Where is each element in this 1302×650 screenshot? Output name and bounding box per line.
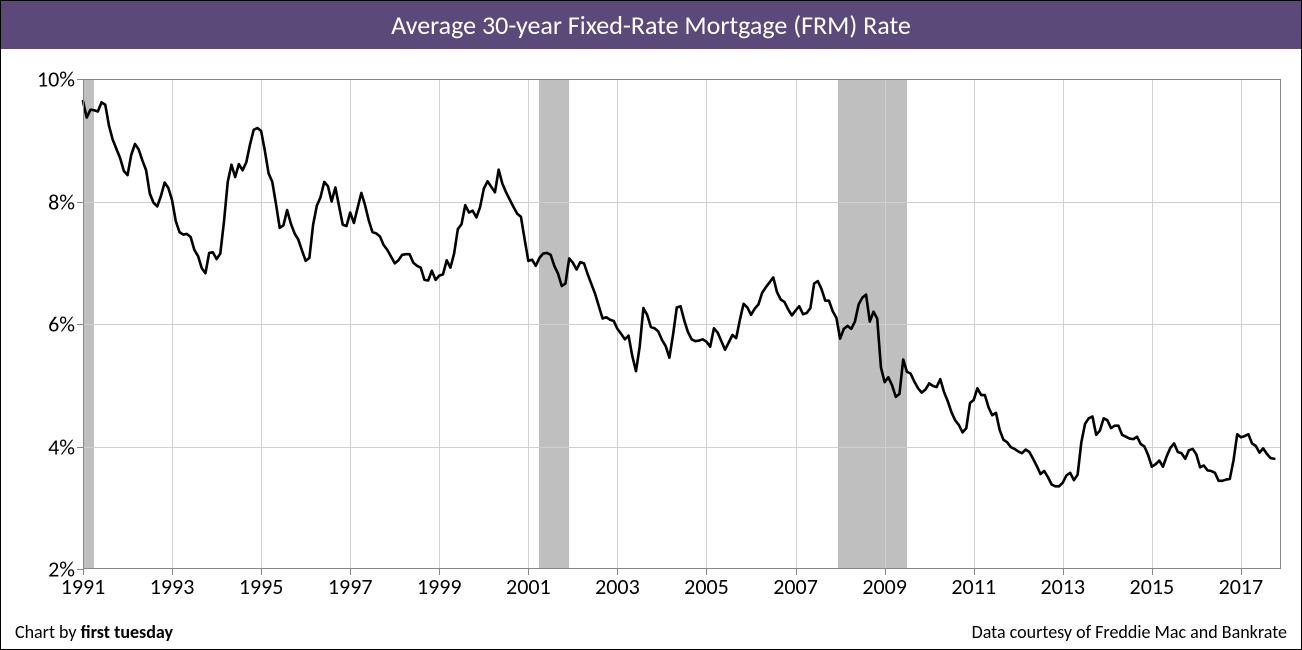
plot-region: 2%4%6%8%10% 1991199319951997199920012003… [83,79,1281,569]
x-tick-label: 2007 [773,569,818,600]
x-tick-label: 2017 [1219,569,1264,600]
line-series [83,79,1281,569]
y-tick-label: 4% [48,433,83,460]
x-tick-label: 1991 [61,569,106,600]
x-tick-label: 2009 [862,569,907,600]
footer-left: Chart by first tuesday [15,621,173,643]
footer-right: Data courtesy of Freddie Mac and Bankrat… [972,621,1287,643]
chart-container: Average 30-year Fixed-Rate Mortgage (FRM… [0,0,1302,650]
x-tick-label: 2015 [1130,569,1175,600]
x-tick-label: 1997 [328,569,373,600]
y-tick-label: 6% [48,311,83,338]
x-tick-label: 2003 [595,569,640,600]
x-tick-label: 1995 [239,569,284,600]
chart-title: Average 30-year Fixed-Rate Mortgage (FRM… [1,1,1301,49]
x-tick-label: 2001 [506,569,551,600]
x-tick-label: 2011 [951,569,996,600]
x-tick-label: 1993 [150,569,195,600]
footer-left-bold: first tuesday [81,621,173,643]
x-tick-label: 2005 [684,569,729,600]
y-tick-label: 10% [37,66,83,93]
x-tick-label: 2013 [1040,569,1085,600]
x-tick-label: 1999 [417,569,462,600]
footer-left-prefix: Chart by [15,621,81,643]
y-tick-label: 8% [48,188,83,215]
